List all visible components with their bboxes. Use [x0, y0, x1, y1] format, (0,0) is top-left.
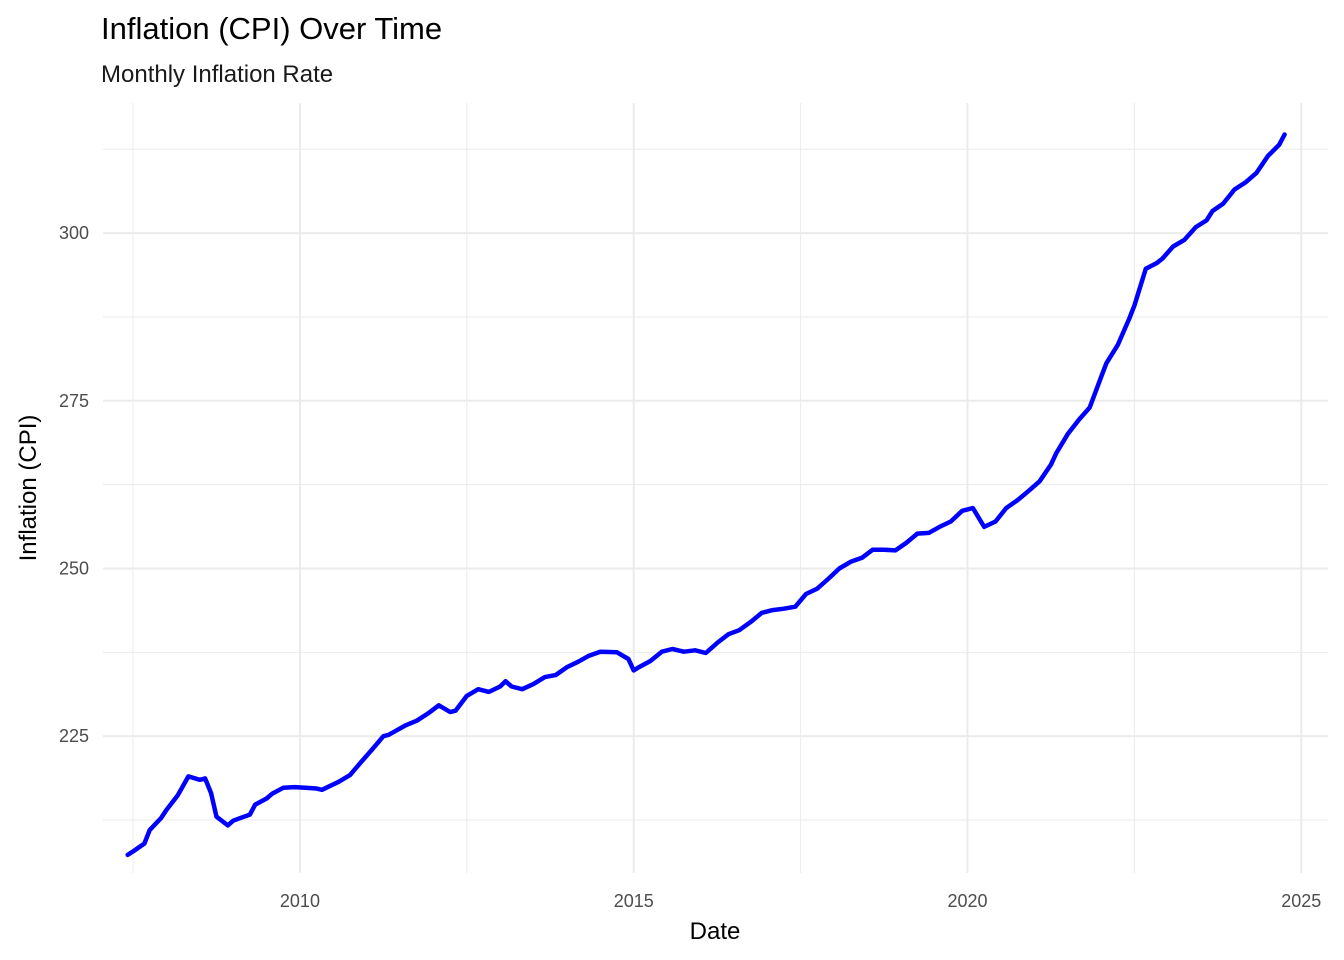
y-tick-label: 300 — [59, 223, 89, 243]
y-tick-label: 250 — [59, 558, 89, 578]
cpi-series-line — [125, 132, 1287, 858]
x-tick-label: 2020 — [947, 891, 987, 911]
y-axis-title: Inflation (CPI) — [15, 415, 42, 562]
x-tick-label: 2025 — [1281, 891, 1321, 911]
chart-subtitle: Monthly Inflation Rate — [101, 61, 333, 88]
x-tick-label: 2015 — [614, 891, 654, 911]
x-axis-ticks: 2010 2015 2020 2025 — [280, 891, 1321, 911]
series — [125, 132, 1287, 858]
x-tick-label: 2010 — [280, 891, 320, 911]
x-axis-title: Date — [690, 918, 741, 945]
y-tick-label: 225 — [59, 726, 89, 746]
y-axis-ticks: 225 250 275 300 — [59, 223, 89, 746]
chart-title: Inflation (CPI) Over Time — [101, 11, 442, 46]
grid — [103, 103, 1328, 873]
y-tick-label: 275 — [59, 391, 89, 411]
